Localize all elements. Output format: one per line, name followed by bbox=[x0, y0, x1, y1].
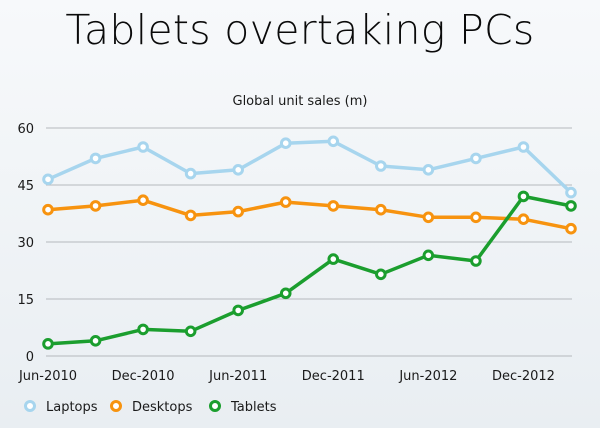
data-point-tablets-8 bbox=[422, 249, 435, 262]
series-lines bbox=[42, 135, 577, 350]
data-point-desktops-11 bbox=[565, 222, 577, 235]
data-point-desktops-9 bbox=[470, 211, 482, 224]
x-tick-label-jun-2012: Jun-2012 bbox=[398, 369, 457, 384]
data-point-desktops-1 bbox=[89, 200, 102, 212]
data-point-tablets-10 bbox=[517, 190, 530, 203]
y-tick-label-60: 60 bbox=[17, 122, 34, 137]
x-tick-label-jun-2011: Jun-2011 bbox=[208, 369, 267, 384]
data-point-desktops-7 bbox=[375, 203, 387, 216]
data-point-desktops-3 bbox=[184, 209, 197, 222]
series-line-laptops bbox=[46, 139, 573, 195]
data-point-laptops-4 bbox=[232, 164, 244, 176]
data-point-tablets-2 bbox=[137, 323, 149, 336]
data-point-tablets-0 bbox=[42, 338, 54, 350]
data-point-tablets-1 bbox=[89, 335, 102, 347]
legend-marker-laptops bbox=[24, 400, 36, 412]
data-point-laptops-3 bbox=[184, 167, 197, 180]
data-point-laptops-9 bbox=[470, 152, 482, 165]
data-point-laptops-10 bbox=[517, 141, 530, 153]
y-tick-label-45: 45 bbox=[17, 179, 34, 194]
legend-label-laptops: Laptops bbox=[46, 400, 98, 415]
y-axis-labels: 0 15 30 45 60 bbox=[17, 122, 34, 365]
data-point-laptops-5 bbox=[279, 137, 292, 149]
legend-marker-tablets bbox=[209, 400, 221, 412]
x-tick-label-dec-2011: Dec-2011 bbox=[302, 369, 365, 384]
x-tick-label-dec-2012: Dec-2012 bbox=[492, 369, 555, 384]
data-point-desktops-6 bbox=[327, 200, 340, 212]
data-point-laptops-11 bbox=[565, 186, 577, 199]
data-point-desktops-5 bbox=[279, 196, 292, 208]
data-point-desktops-4 bbox=[232, 205, 244, 218]
data-point-tablets-9 bbox=[470, 255, 482, 267]
data-point-desktops-8 bbox=[422, 211, 435, 224]
legend-label-desktops: Desktops bbox=[132, 400, 193, 415]
data-point-laptops-1 bbox=[89, 152, 102, 165]
legend: Laptops Desktops Tablets bbox=[24, 400, 277, 415]
data-point-tablets-5 bbox=[279, 287, 292, 300]
series-line-desktops bbox=[46, 198, 573, 231]
y-tick-label-15: 15 bbox=[17, 293, 34, 308]
legend-marker-desktops bbox=[110, 400, 122, 412]
x-axis-labels: Jun-2010 Dec-2010 Jun-2011 Dec-2011 Jun-2012… bbox=[18, 369, 555, 384]
data-point-laptops-6 bbox=[327, 135, 340, 148]
series-line-tablets bbox=[46, 194, 573, 346]
data-point-desktops-2 bbox=[137, 194, 149, 206]
data-point-laptops-2 bbox=[137, 141, 149, 153]
slide-title: Tablets overtaking PCs bbox=[65, 6, 535, 54]
data-point-desktops-0 bbox=[42, 203, 54, 216]
data-point-laptops-0 bbox=[42, 173, 54, 186]
grid-lines bbox=[46, 127, 572, 357]
data-point-tablets-11 bbox=[565, 200, 577, 212]
y-tick-label-0: 0 bbox=[26, 350, 34, 365]
data-point-tablets-3 bbox=[184, 325, 197, 338]
legend-label-tablets: Tablets bbox=[230, 400, 277, 415]
data-point-laptops-8 bbox=[422, 164, 435, 176]
x-tick-label-dec-2010: Dec-2010 bbox=[112, 369, 175, 384]
chart-subtitle: Global unit sales (m) bbox=[232, 94, 368, 109]
y-tick-label-30: 30 bbox=[17, 236, 34, 251]
x-tick-label-jun-2010: Jun-2010 bbox=[18, 369, 77, 384]
data-point-tablets-4 bbox=[232, 304, 244, 317]
data-point-laptops-7 bbox=[375, 160, 387, 172]
data-point-desktops-10 bbox=[517, 213, 530, 225]
data-point-tablets-6 bbox=[327, 253, 340, 265]
data-point-tablets-7 bbox=[375, 268, 387, 281]
